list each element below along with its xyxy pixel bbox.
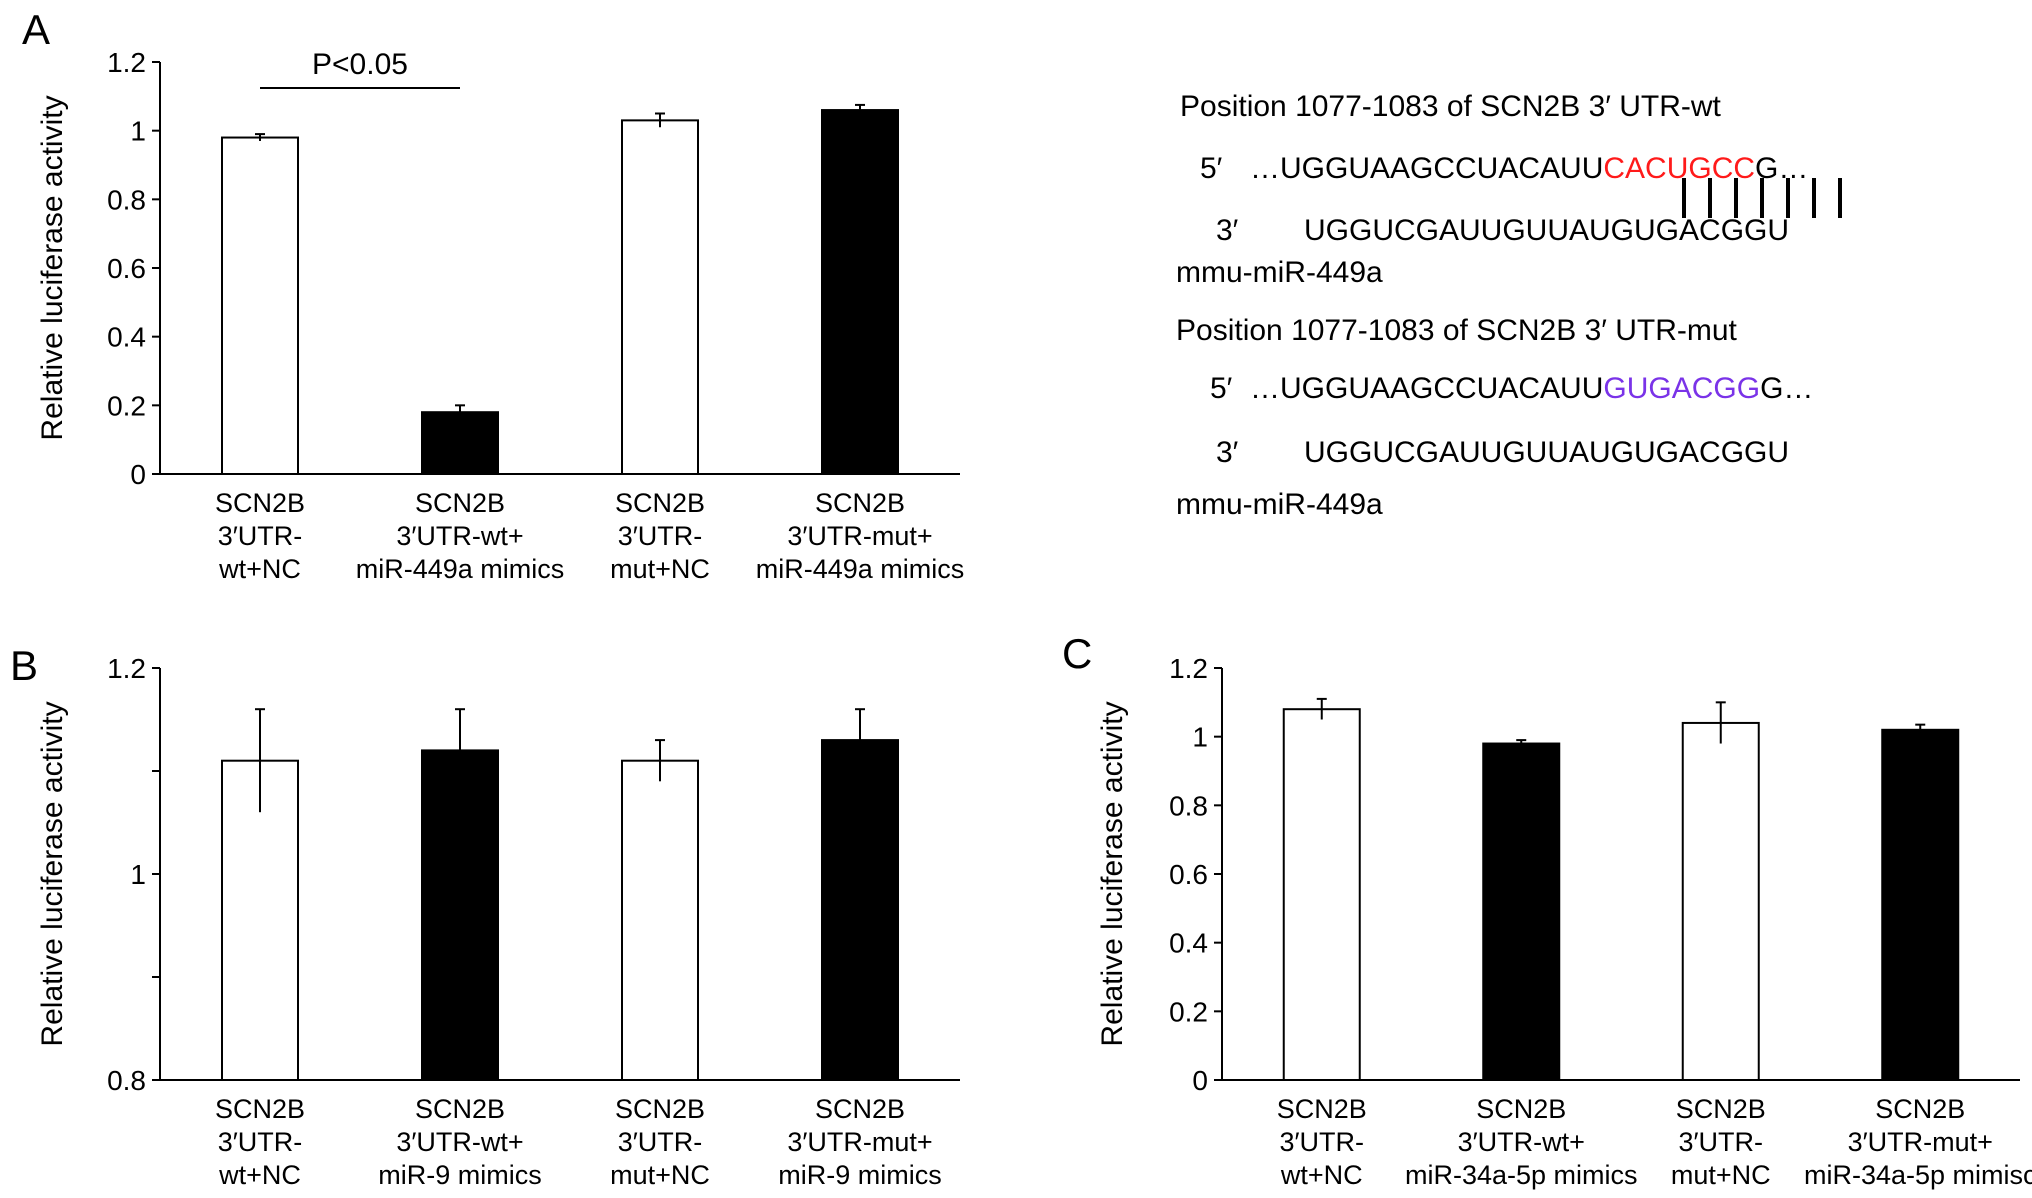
y-tick-label: 0.8 <box>107 1065 146 1096</box>
panel-a: A Relative luciferase activity 0 0.2 0.4 0.6 0… <box>22 6 964 584</box>
bar <box>1681 721 1760 1082</box>
y-tick-label: 1 <box>130 116 146 147</box>
x-tick-label: SCN2B 3′UTR-wt+ miR-449a mimics <box>356 488 565 584</box>
y-tick-label: 1 <box>130 859 146 890</box>
x-tick-label: SCN2B 3′UTR-wt+NC <box>215 1094 305 1190</box>
x-tick-label: SCN2B 3′UTR-wt+ miR-9 mimics <box>378 1094 541 1190</box>
significance-label: P<0.05 <box>312 48 408 81</box>
y-tick-label: 1 <box>1192 722 1208 753</box>
y-tick-label: 1.2 <box>107 47 146 78</box>
y-tick-label: 0.2 <box>107 390 146 421</box>
bar <box>221 136 299 476</box>
sequence-wt-mirna-name: mmu-miR-449a <box>1176 256 1383 289</box>
bar <box>1282 708 1361 1081</box>
y-axis-label: Relative luciferase activity <box>36 95 69 440</box>
bar <box>421 411 499 476</box>
x-tick-label: SCN2B 3′UTR-mut+NC <box>610 488 710 584</box>
base-pair-line <box>1786 178 1790 218</box>
sequence-wt-target: …UGGUAAGCCUACAUUCACUGCCG… <box>1250 154 1808 184</box>
bar <box>621 759 699 1081</box>
y-axis-label: Relative luciferase activity <box>1096 701 1129 1046</box>
seed-site: CACUGCC <box>1603 152 1756 185</box>
sequence-mut-mirna: UGGUCGAUUGUUAUGUGACGGU <box>1304 436 1790 469</box>
x-tick-label: SCN2B 3′UTR-wt+NC <box>215 488 305 584</box>
x-tick-label: SCN2B 3′UTR-mut+ miR-9 mimics <box>778 1094 941 1190</box>
x-tick-label: SCN2B 3′UTR-mut+NC <box>610 1094 710 1190</box>
panel-letter: C <box>1062 630 1092 677</box>
bar <box>421 749 499 1082</box>
sequence-wt-title: Position 1077-1083 of SCN2B 3′ UTR-wt <box>1180 90 1721 123</box>
sequence-mut-5prime: 5′ <box>1210 372 1233 405</box>
y-tick-label: 0.2 <box>1169 996 1208 1027</box>
bar <box>621 119 699 475</box>
y-tick-label: 0.4 <box>107 322 146 353</box>
y-tick-label: 0.6 <box>107 253 146 284</box>
bar <box>1482 742 1561 1081</box>
panel-b: B Relative luciferase activity 0.8 1 1.2 SCN2… <box>10 642 960 1190</box>
bar <box>1881 728 1960 1081</box>
base-pairing-lines <box>1682 178 1862 222</box>
target-prefix: …UGGUAAGCCUACAUU <box>1250 152 1604 185</box>
y-tick-label: 0 <box>1192 1065 1208 1096</box>
x-tick-label: SCN2B 3′UTR-mut+ miR-449a mimics <box>756 488 965 584</box>
base-pair-line <box>1682 178 1686 218</box>
sequence-wt-3prime: 3′ <box>1216 214 1239 247</box>
mutated-site: GUGACGG <box>1603 372 1761 405</box>
base-pair-line <box>1838 178 1842 218</box>
sequence-wt-5prime: 5′ <box>1200 152 1223 185</box>
x-tick-label: SCN2B 3′UTR-wt+ miR-34a-5p mimics <box>1405 1094 1638 1190</box>
base-pair-line <box>1708 178 1712 218</box>
base-pair-line <box>1812 178 1816 218</box>
sequence-mut-target: …UGGUAAGCCUACAUUGUGACGGG… <box>1250 374 1813 404</box>
y-tick-label: 1.2 <box>107 653 146 684</box>
y-tick-label: 0.4 <box>1169 928 1208 959</box>
sequence-wt-mirna: UGGUCGAUUGUUAUGUGACGGU <box>1304 214 1790 247</box>
bar <box>821 109 899 475</box>
y-tick-label: 0.8 <box>1169 790 1208 821</box>
target-suffix: G… <box>1760 372 1814 405</box>
bar <box>821 739 899 1081</box>
sequence-mut-mirna-name: mmu-miR-449a <box>1176 488 1383 521</box>
y-tick-label: 1.2 <box>1169 653 1208 684</box>
panel-letter: A <box>22 6 50 53</box>
y-tick-label: 0.8 <box>107 184 146 215</box>
x-tick-label: SCN2B 3′UTR-mut+ miR-34a-5p mimisc <box>1804 1094 2032 1190</box>
base-pair-line <box>1760 178 1764 218</box>
y-tick-label: 0 <box>130 459 146 490</box>
sequence-mut-3prime: 3′ <box>1216 436 1239 469</box>
target-prefix: …UGGUAAGCCUACAUU <box>1250 372 1604 405</box>
panel-letter: B <box>10 642 38 689</box>
base-pair-line <box>1734 178 1738 218</box>
x-tick-label: SCN2B 3′UTR-mut+NC <box>1671 1094 1771 1190</box>
x-tick-label: SCN2B 3′UTR-wt+NC <box>1277 1094 1367 1190</box>
y-tick-label: 0.6 <box>1169 859 1208 890</box>
sequence-mut-title: Position 1077-1083 of SCN2B 3′ UTR-mut <box>1176 314 1737 347</box>
y-axis-label: Relative luciferase activity <box>36 701 69 1046</box>
